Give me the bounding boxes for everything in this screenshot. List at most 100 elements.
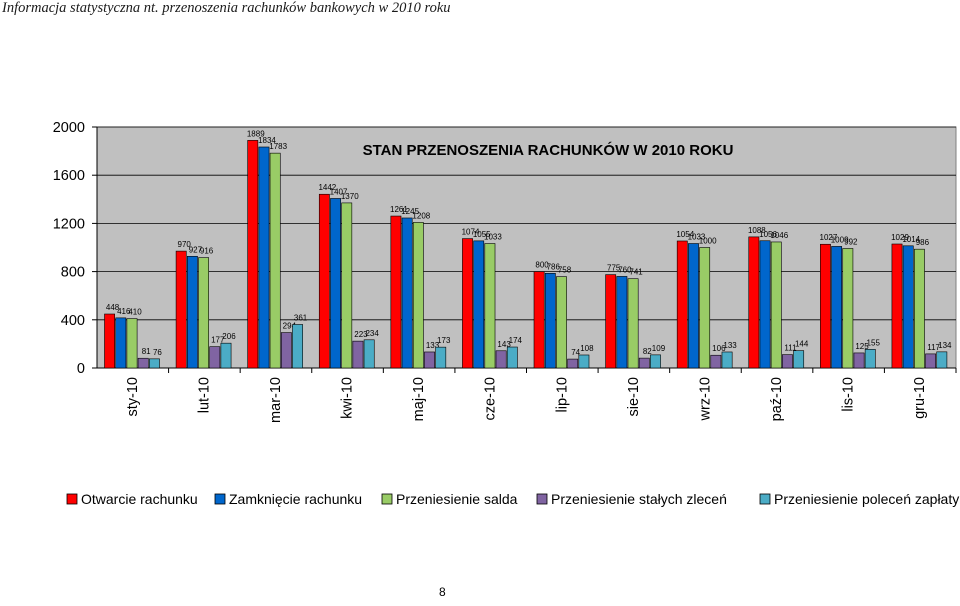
data-label: 416 [117, 307, 131, 316]
data-label: 760 [618, 265, 632, 274]
data-label: 986 [916, 238, 930, 247]
x-tick-label: lut-10 [196, 377, 212, 413]
data-label: 1834 [258, 136, 276, 145]
legend-label: Zamknięcie rachunku [229, 491, 362, 507]
bar-2 [688, 243, 699, 369]
data-label: 1208 [412, 211, 430, 220]
bar-2 [186, 255, 198, 369]
data-label: 1046 [770, 231, 788, 240]
data-label: 927 [189, 245, 203, 254]
bar-3 [341, 202, 353, 369]
data-label: 1009 [831, 235, 849, 244]
data-label: 174 [509, 336, 523, 345]
y-tick-label: 400 [61, 313, 85, 329]
bar-3 [484, 243, 496, 369]
data-label: 1074 [462, 228, 480, 237]
data-label: 1033 [688, 233, 706, 242]
bar-5 [506, 346, 518, 369]
data-label: 108 [580, 344, 594, 353]
bar-5 [363, 339, 375, 369]
bar-4 [853, 352, 865, 369]
data-label: 294 [283, 322, 297, 331]
data-label: 134 [938, 341, 952, 350]
bar-1 [891, 243, 903, 369]
bar-1 [390, 215, 402, 369]
data-label: 1783 [269, 142, 287, 151]
data-label: 1055 [473, 230, 491, 239]
data-label: 74 [571, 348, 580, 357]
bar-4 [280, 332, 292, 369]
data-label: 1027 [820, 233, 838, 242]
data-label: 916 [200, 247, 214, 256]
data-label: 109 [652, 344, 666, 353]
data-label: 741 [629, 268, 643, 277]
bar-3 [627, 278, 639, 369]
x-tick-label: kwi-10 [340, 377, 356, 419]
bar-2 [902, 245, 914, 369]
bar-5 [650, 354, 661, 369]
bar-4 [710, 354, 722, 369]
data-label: 970 [178, 240, 192, 249]
data-label: 1407 [330, 187, 348, 196]
bar-2 [616, 276, 628, 369]
bar-2 [115, 317, 127, 369]
bar-2 [258, 146, 270, 369]
data-label: 155 [867, 338, 881, 347]
data-label: 758 [558, 266, 572, 275]
data-label: 133 [723, 341, 737, 350]
data-label: 177 [211, 336, 225, 345]
bar-5 [793, 350, 805, 369]
x-tick-label: sty-10 [125, 377, 141, 417]
page-header: Informacja statystyczna nt. przenoszenia… [2, 0, 451, 16]
bar-4 [638, 357, 650, 369]
legend-swatch [381, 493, 393, 505]
data-label: 1054 [676, 230, 694, 239]
x-tick-label: gru-10 [912, 377, 928, 419]
bar-3 [914, 248, 925, 369]
bar-4 [567, 358, 579, 369]
x-tick-label: lip-10 [554, 377, 570, 412]
bar-5 [149, 358, 160, 369]
legend-swatch [759, 493, 771, 505]
legend-label: Otwarcie rachunku [81, 491, 198, 507]
bar-4 [352, 340, 364, 369]
data-label: 111 [784, 344, 797, 353]
bar-3 [556, 276, 567, 369]
legend-swatch [536, 493, 548, 505]
data-label: 143 [497, 340, 511, 349]
page-number: 8 [439, 585, 446, 599]
bar-1 [533, 271, 545, 369]
bar-1 [175, 250, 187, 369]
y-tick-label: 1600 [53, 168, 85, 184]
data-label: 1261 [390, 205, 408, 214]
data-label: 361 [294, 313, 308, 322]
data-label: 173 [437, 336, 451, 345]
data-label: 206 [222, 332, 236, 341]
data-label: 992 [844, 237, 858, 246]
bar-3 [269, 152, 281, 369]
legend-swatch [66, 493, 78, 505]
y-tick-label: 0 [77, 361, 85, 377]
data-label: 448 [106, 303, 120, 312]
bar-5 [292, 324, 303, 369]
x-tick-label: wrz-10 [697, 377, 713, 422]
x-tick-label: cze-10 [483, 377, 499, 421]
bar-1 [820, 243, 831, 369]
x-tick-label: paź-10 [769, 377, 785, 421]
legend-label: Przeniesienie stałych zleceń [551, 491, 727, 507]
bar-3 [699, 247, 711, 369]
data-label: 1033 [484, 233, 502, 242]
data-label: 144 [795, 340, 809, 349]
legend-swatch [214, 493, 226, 505]
bar-5 [864, 349, 876, 369]
bar-3 [412, 222, 424, 369]
bar-2 [831, 246, 843, 369]
data-label: 1370 [341, 192, 359, 201]
bar-2 [473, 240, 485, 369]
bar-2 [759, 240, 771, 369]
bar-2 [401, 217, 413, 369]
bar-3 [198, 257, 209, 369]
data-label: 106 [712, 344, 726, 353]
bar-2 [330, 198, 341, 369]
data-label: 1000 [699, 237, 717, 246]
